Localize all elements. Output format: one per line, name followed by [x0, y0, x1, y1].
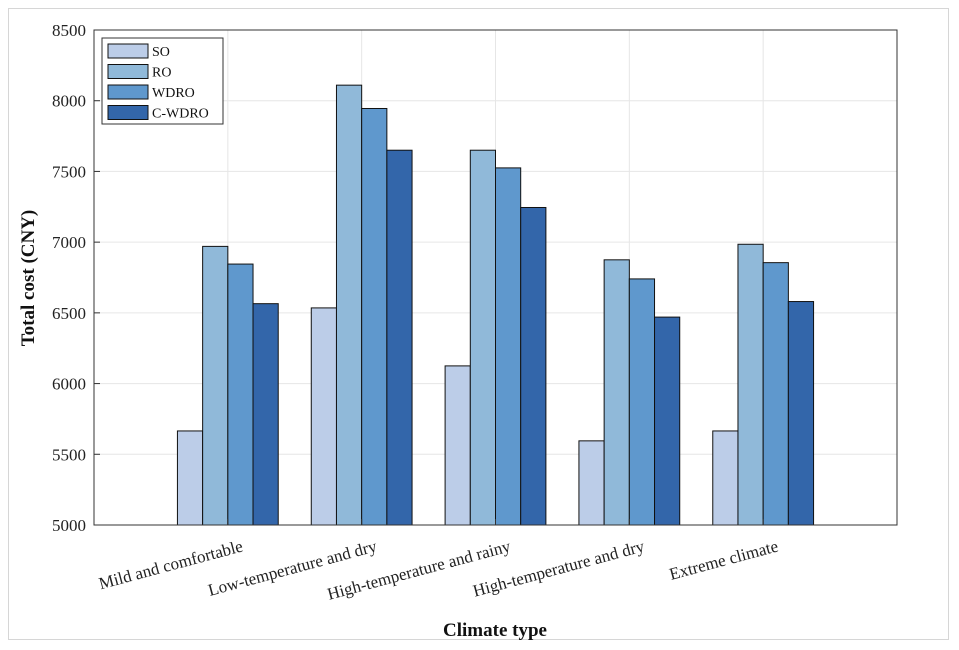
- legend-swatch-ro: [107, 64, 149, 79]
- legend-label-wdro: WDRO: [152, 86, 195, 101]
- x-tick-label-4: Extreme climate: [667, 537, 780, 584]
- bar-c-wdro-3: [654, 316, 681, 526]
- bar-so-0: [176, 430, 204, 526]
- figure-frame: [8, 8, 949, 640]
- bar-wdro-1: [361, 107, 388, 526]
- bar-so-3: [578, 440, 605, 526]
- bar-ro-1: [335, 84, 363, 526]
- y-tick-label-5: 7500: [52, 162, 86, 181]
- bar-wdro-4: [762, 262, 789, 526]
- bar-so-2: [444, 365, 471, 526]
- bar-c-wdro-0: [252, 303, 279, 526]
- bar-ro-0: [202, 245, 229, 526]
- legend-swatch-so: [107, 43, 149, 59]
- bars: [176, 84, 815, 526]
- bar-c-wdro-4: [787, 301, 815, 526]
- bar-wdro-2: [495, 167, 522, 526]
- y-tick-label-4: 7000: [52, 233, 86, 252]
- bar-c-wdro-1: [386, 149, 413, 526]
- y-tick-label-1: 5500: [52, 445, 86, 464]
- y-axis-label: Total cost (CNY): [18, 210, 39, 347]
- legend-label-so: SO: [152, 45, 170, 60]
- legend-label-c-wdro: C-WDRO: [152, 107, 209, 122]
- bar-ro-2: [469, 149, 496, 526]
- bar-wdro-3: [628, 278, 656, 526]
- y-tick-label-0: 5000: [52, 516, 86, 535]
- bar-wdro-0: [227, 263, 254, 526]
- legend-label-ro: RO: [152, 66, 171, 81]
- bar-so-4: [712, 430, 739, 526]
- bar-so-1: [310, 307, 337, 526]
- y-tick-label-3: 6500: [52, 304, 86, 323]
- bar-ro-4: [737, 243, 764, 526]
- y-tick-label-7: 8500: [52, 21, 86, 40]
- y-axis-ticks: 5000 5500 6000 6500 7000 7500 8000 8500: [52, 21, 100, 535]
- x-axis-label: Climate type: [443, 620, 547, 641]
- legend-swatch-c-wdro: [107, 105, 149, 120]
- y-tick-label-6: 8000: [52, 92, 86, 111]
- legend-swatch-wdro: [107, 84, 149, 100]
- y-tick-label-2: 6000: [52, 375, 86, 394]
- legend: SO RO WDRO C-WDRO: [101, 37, 224, 125]
- bar-ro-3: [603, 259, 630, 526]
- bar-c-wdro-2: [520, 206, 547, 526]
